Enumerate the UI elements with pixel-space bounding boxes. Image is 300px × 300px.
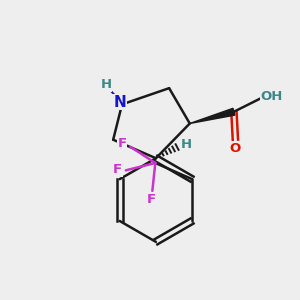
Polygon shape: [190, 108, 235, 124]
Text: N: N: [113, 94, 126, 110]
Text: H: H: [180, 138, 191, 151]
Text: O: O: [230, 142, 241, 155]
Text: F: F: [113, 163, 122, 176]
Text: F: F: [118, 137, 127, 150]
Text: H: H: [100, 78, 111, 91]
Text: F: F: [146, 193, 155, 206]
Text: OH: OH: [260, 90, 283, 103]
